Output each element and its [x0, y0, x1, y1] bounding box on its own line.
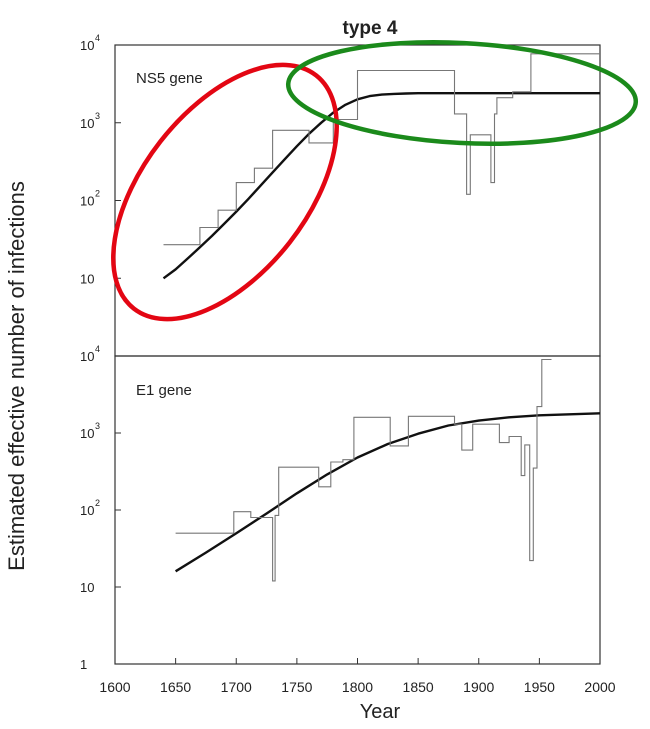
x-tick-label: 1600	[99, 679, 130, 695]
e1-y-tick-label: 1	[80, 657, 87, 672]
e1-y-tick-exponent: 4	[95, 344, 100, 354]
e1-smooth-curve	[174, 412, 601, 573]
ns5-smooth-curve	[162, 91, 600, 280]
ns5-panel-label: NS5 gene	[136, 70, 203, 87]
ns5-y-tick-exponent: 4	[95, 33, 100, 43]
ns5-series	[162, 53, 600, 280]
ns5-y-tick-exponent: 3	[95, 111, 100, 121]
ns5-y-tick-label: 10	[80, 116, 94, 131]
x-tick-label: 1900	[463, 679, 494, 695]
x-tick-label: 1700	[221, 679, 252, 695]
e1-y-tick-label: 10	[80, 503, 94, 518]
e1-y-tick-exponent: 2	[95, 498, 100, 508]
y-axis-label: Estimated effective number of infections	[4, 181, 29, 571]
e1-series	[174, 358, 601, 582]
x-axis-label: Year	[360, 701, 401, 723]
green-highlight-ellipse	[285, 39, 639, 147]
x-tick-label: 1750	[281, 679, 312, 695]
x-tick-label: 1650	[160, 679, 191, 695]
x-tick-label: 1950	[524, 679, 555, 695]
e1-panel-frame	[114, 355, 601, 665]
x-tick-label: 1800	[342, 679, 373, 695]
chart-title: type 4	[343, 18, 398, 39]
x-tick-label: 2000	[584, 679, 615, 695]
x-axis-ticks: 1600 1650 1700 1750 1800 1850 1900 1950 2000	[99, 658, 616, 695]
e1-y-tick-label: 10	[80, 426, 94, 441]
ns5-skyline-plot	[163, 53, 600, 246]
ns5-y-tick-label: 10	[80, 194, 94, 209]
e1-panel-label: E1 gene	[136, 382, 192, 399]
highlight-overlays	[111, 39, 639, 322]
e1-y-tick-label: 10	[80, 349, 94, 364]
ns5-y-tick-exponent: 2	[95, 189, 100, 199]
ns5-y-tick-label: 10	[80, 38, 94, 53]
e1-y-tick-label: 10	[80, 580, 94, 595]
e1-skyline-plot	[175, 358, 552, 582]
ns5-y-tick-label: 10	[80, 271, 94, 286]
e1-y-tick-exponent: 3	[95, 421, 100, 431]
red-highlight-ellipse	[111, 62, 339, 322]
x-tick-label: 1850	[403, 679, 434, 695]
